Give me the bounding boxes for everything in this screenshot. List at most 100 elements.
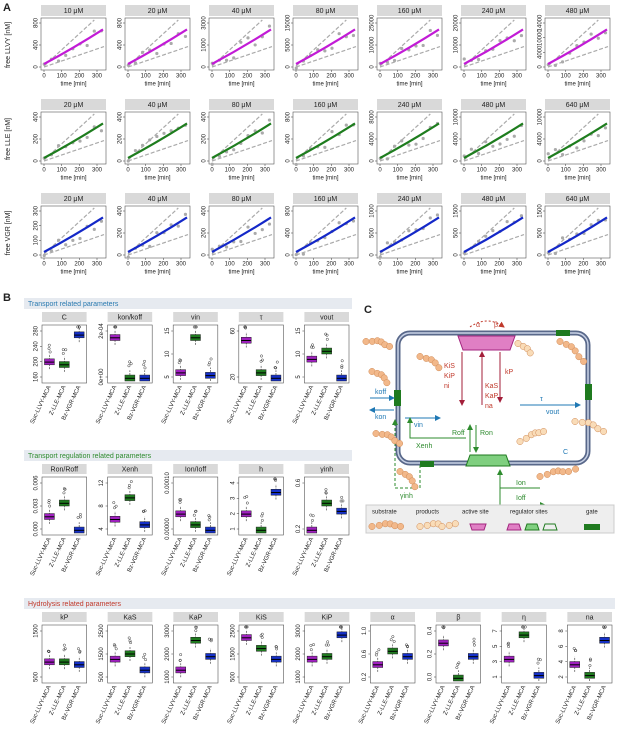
outlier — [325, 333, 329, 337]
point — [392, 58, 397, 63]
bead — [571, 418, 579, 425]
outlier — [311, 345, 315, 349]
point — [435, 33, 440, 37]
y-tick-label: 1500 — [231, 647, 237, 661]
x-tick-label: 200 — [158, 74, 169, 80]
y-tick-label: 4 — [230, 481, 236, 485]
outlier — [455, 666, 459, 669]
x-tick-label: 0 — [378, 74, 382, 80]
fit-line — [43, 28, 104, 65]
y-tick-label: 15 — [165, 327, 171, 334]
outlier — [207, 363, 211, 367]
y-tick-label: 10000 — [538, 29, 544, 46]
point — [462, 57, 466, 61]
y-tick-label: 1500 — [538, 204, 544, 218]
strip — [107, 612, 153, 622]
x-tick-label: 100 — [477, 168, 488, 174]
label: KiP — [444, 373, 455, 380]
y-tick-label: 0 — [286, 253, 292, 257]
bead — [526, 349, 534, 357]
y-tick-label: 8000 — [370, 110, 376, 124]
param-name: KiS — [256, 614, 267, 621]
x-tick-label: 100 — [57, 262, 68, 268]
label: Ion — [516, 480, 526, 487]
bead — [571, 347, 579, 355]
point — [169, 41, 173, 46]
fit-line — [379, 216, 440, 253]
point — [133, 148, 137, 153]
outlier — [309, 644, 313, 647]
param-name: τ — [260, 314, 263, 321]
plot-frame — [460, 111, 527, 165]
y-tick-label: 160 — [34, 371, 40, 382]
outlier — [114, 325, 118, 329]
strip — [42, 464, 87, 474]
y-tick-label: 10 — [296, 350, 302, 357]
y-tick-label: 0e+00 — [99, 368, 105, 386]
fit-line — [211, 216, 272, 253]
y-tick-label: 400 — [202, 205, 208, 216]
plot-frame — [292, 17, 359, 71]
x-tick-label: 300 — [92, 168, 103, 174]
label: ni — [444, 383, 450, 390]
point — [596, 36, 600, 40]
panel-title: 80 μM — [232, 196, 252, 203]
y-tick-label: 10000 — [370, 36, 376, 53]
y-tick-label: 0.6 — [296, 478, 302, 487]
outlier — [341, 499, 345, 503]
x-tick-label: 100 — [309, 262, 320, 268]
label: kP — [505, 369, 514, 376]
y-tick-label: 1 — [230, 527, 236, 531]
y-tick-label: 0.2 — [428, 649, 434, 658]
x-axis-label: time [min] — [312, 82, 338, 88]
point — [99, 219, 104, 223]
outlier — [536, 657, 540, 661]
y-tick-label: 0.00000 — [165, 518, 171, 540]
y-tick-label: 0 — [538, 253, 544, 257]
x-axis-label: time [min] — [312, 176, 338, 182]
category-label: Suc-LLVY-MCA — [227, 385, 250, 425]
panel-title: 480 μM — [482, 196, 506, 203]
y-tick-label: 4000 — [370, 132, 376, 146]
x-tick-label: 100 — [477, 262, 488, 268]
category-label: Suc-LLVY-MCA — [292, 685, 315, 725]
strip — [41, 99, 106, 110]
point — [294, 66, 298, 70]
x-tick-label: 0 — [294, 262, 298, 268]
y-tick-label: 15 — [296, 327, 302, 334]
point — [553, 147, 558, 152]
strip — [501, 612, 547, 622]
y-tick-label: 1500 — [34, 624, 40, 638]
x-tick-label: 100 — [225, 168, 236, 174]
y-tick-label: 2000 — [296, 647, 302, 661]
envelope — [547, 46, 609, 68]
plot-frame — [238, 476, 284, 536]
plot-frame — [40, 111, 107, 165]
envelope — [43, 234, 105, 256]
x-tick-label: 100 — [141, 168, 152, 174]
outlier — [507, 641, 510, 645]
point — [99, 129, 104, 133]
category-label: Suc-LLVY-MCA — [30, 537, 53, 577]
point — [400, 46, 404, 51]
panel-title: 160 μM — [314, 102, 338, 109]
x-tick-label: 100 — [57, 168, 68, 174]
outlier — [574, 649, 578, 652]
y-tick-label: 100 — [34, 235, 40, 246]
plot-frame — [304, 476, 350, 536]
x-tick-label: 0 — [462, 262, 466, 268]
x-tick-label: 200 — [326, 168, 337, 174]
outlier — [442, 625, 446, 629]
outlier — [375, 651, 379, 655]
category-label: Suc-LLVY-MCA — [161, 685, 184, 725]
outlier — [129, 480, 133, 484]
plot-frame — [376, 111, 443, 165]
outlier — [340, 495, 344, 499]
envelope — [127, 19, 179, 67]
point — [323, 145, 327, 149]
strip — [42, 612, 87, 622]
point — [155, 51, 159, 56]
bead — [397, 523, 405, 530]
fit-line — [463, 28, 524, 65]
